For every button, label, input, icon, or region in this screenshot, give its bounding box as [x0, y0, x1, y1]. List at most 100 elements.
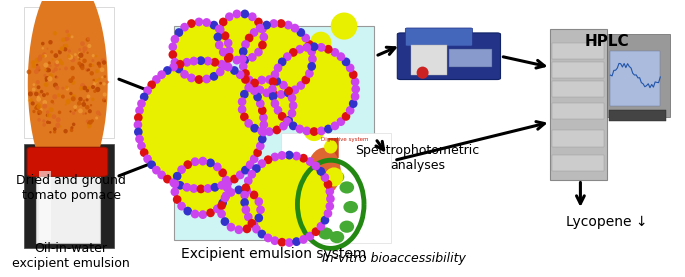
Ellipse shape [299, 154, 308, 163]
Ellipse shape [90, 119, 94, 122]
Ellipse shape [97, 61, 101, 66]
Ellipse shape [245, 83, 253, 92]
Ellipse shape [217, 60, 226, 69]
Ellipse shape [59, 125, 62, 128]
Ellipse shape [81, 86, 85, 90]
Ellipse shape [80, 66, 84, 70]
Ellipse shape [242, 224, 251, 233]
Ellipse shape [203, 57, 212, 65]
Ellipse shape [91, 85, 95, 89]
Bar [552, 43, 604, 59]
Ellipse shape [96, 110, 101, 115]
Ellipse shape [252, 164, 261, 173]
Ellipse shape [269, 90, 278, 99]
Ellipse shape [66, 100, 71, 104]
Ellipse shape [240, 9, 249, 18]
Ellipse shape [317, 127, 325, 135]
Ellipse shape [91, 98, 95, 101]
Text: In-vitro bioaccessibility: In-vitro bioaccessibility [322, 252, 466, 265]
Ellipse shape [59, 68, 61, 70]
Ellipse shape [58, 50, 62, 54]
Bar [552, 62, 604, 78]
Ellipse shape [42, 119, 45, 122]
Ellipse shape [210, 58, 219, 67]
Ellipse shape [105, 81, 109, 84]
Ellipse shape [351, 77, 360, 86]
Ellipse shape [260, 33, 268, 42]
Ellipse shape [177, 164, 224, 212]
Ellipse shape [275, 50, 353, 129]
Ellipse shape [268, 85, 277, 94]
Ellipse shape [319, 175, 333, 187]
Ellipse shape [36, 104, 41, 109]
Ellipse shape [69, 92, 73, 95]
Ellipse shape [55, 117, 61, 122]
Ellipse shape [42, 93, 46, 97]
Ellipse shape [284, 116, 293, 125]
Ellipse shape [336, 117, 345, 126]
Ellipse shape [206, 208, 215, 217]
Ellipse shape [36, 80, 40, 84]
Ellipse shape [239, 62, 247, 71]
Ellipse shape [32, 88, 36, 91]
Ellipse shape [64, 66, 68, 70]
FancyBboxPatch shape [397, 33, 501, 79]
Bar [609, 110, 666, 121]
Ellipse shape [319, 227, 333, 240]
Ellipse shape [303, 127, 311, 135]
Ellipse shape [78, 109, 83, 113]
Text: Excipient emulsion system: Excipient emulsion system [182, 247, 367, 261]
Ellipse shape [277, 19, 286, 28]
Ellipse shape [38, 113, 40, 115]
Ellipse shape [134, 128, 142, 136]
Ellipse shape [324, 140, 338, 153]
Ellipse shape [53, 127, 57, 131]
Ellipse shape [78, 48, 82, 51]
Ellipse shape [35, 104, 40, 110]
Ellipse shape [52, 102, 55, 104]
Ellipse shape [98, 65, 101, 68]
Ellipse shape [254, 48, 263, 57]
Ellipse shape [264, 155, 273, 164]
Ellipse shape [32, 83, 35, 86]
Ellipse shape [269, 92, 277, 101]
Ellipse shape [258, 25, 266, 34]
Ellipse shape [65, 30, 69, 34]
Ellipse shape [279, 81, 288, 89]
Ellipse shape [236, 70, 245, 79]
Ellipse shape [93, 79, 98, 84]
Ellipse shape [250, 86, 258, 95]
Ellipse shape [49, 121, 51, 124]
Ellipse shape [73, 105, 77, 109]
Ellipse shape [48, 61, 51, 64]
Ellipse shape [36, 64, 38, 66]
FancyBboxPatch shape [328, 138, 338, 158]
Bar [410, 45, 447, 75]
Ellipse shape [210, 72, 219, 81]
Ellipse shape [62, 87, 64, 90]
Ellipse shape [51, 100, 54, 103]
Ellipse shape [175, 65, 184, 73]
Ellipse shape [288, 109, 297, 118]
Ellipse shape [38, 93, 40, 96]
Ellipse shape [285, 238, 294, 247]
Ellipse shape [247, 158, 327, 240]
Ellipse shape [169, 178, 178, 187]
Ellipse shape [94, 78, 98, 83]
Ellipse shape [321, 216, 329, 225]
Ellipse shape [351, 92, 360, 101]
Ellipse shape [203, 184, 212, 193]
Ellipse shape [308, 55, 316, 63]
Ellipse shape [72, 122, 75, 126]
Ellipse shape [221, 61, 229, 70]
Bar [25, 7, 114, 138]
Ellipse shape [79, 86, 84, 91]
Bar [36, 166, 100, 243]
Ellipse shape [240, 198, 249, 207]
Ellipse shape [101, 58, 105, 63]
Bar [552, 81, 604, 98]
Ellipse shape [289, 48, 297, 57]
Ellipse shape [29, 98, 33, 102]
Ellipse shape [51, 58, 53, 60]
Ellipse shape [297, 28, 306, 37]
